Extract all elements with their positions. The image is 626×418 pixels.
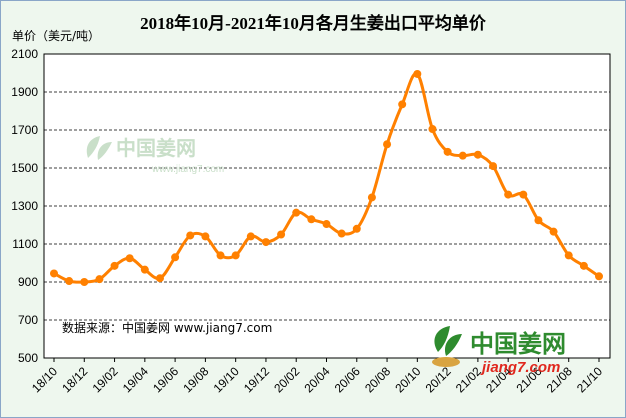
data-point: [307, 215, 316, 224]
watermark-site-name: 中国姜网: [116, 136, 196, 160]
data-point: [246, 232, 255, 241]
y-tick-label: 500: [18, 351, 38, 365]
data-point: [95, 275, 104, 284]
data-point: [216, 251, 225, 260]
data-point: [352, 224, 361, 233]
chart-title: 2018年10月-2021年10月各月生姜出口平均单价: [140, 14, 486, 33]
data-point: [292, 208, 301, 217]
data-point: [125, 254, 134, 263]
data-point: [110, 261, 119, 270]
data-point: [398, 100, 407, 109]
data-point: [65, 277, 74, 286]
logo-root: [432, 357, 460, 367]
x-tick-label: 20/02: [271, 364, 302, 395]
data-point: [155, 274, 164, 283]
site-logo: 中国姜网 jiang7.com: [432, 326, 566, 376]
x-tick-label: 19/02: [90, 364, 121, 395]
data-point: [443, 147, 452, 156]
data-point: [519, 190, 528, 199]
y-tick-label: 1300: [11, 199, 38, 213]
x-tick-label: 20/08: [362, 364, 393, 395]
data-point: [534, 216, 543, 225]
data-point: [322, 220, 331, 229]
logo-leaf: [434, 326, 450, 352]
data-point: [564, 251, 573, 260]
data-point: [367, 193, 376, 202]
x-tick-label: 18/10: [29, 364, 60, 395]
data-point: [80, 278, 89, 286]
x-tick-label: 21/10: [574, 364, 605, 395]
data-point: [489, 162, 498, 171]
source-note: 数据来源：中国姜网 www.jiang7.com: [62, 320, 272, 335]
data-point: [231, 251, 240, 260]
data-point: [201, 232, 210, 241]
logo-site-url: jiang7.com: [480, 359, 560, 376]
y-tick-label: 900: [18, 275, 38, 289]
data-point: [549, 227, 558, 236]
watermark: 中国姜网 www.jiang7.com: [86, 136, 224, 175]
x-tick-label: 20/12: [423, 364, 454, 395]
data-point: [261, 238, 270, 247]
ginger-logo-icon: [432, 326, 462, 367]
x-tick-label: 19/12: [241, 364, 272, 395]
data-point: [428, 125, 437, 134]
watermark-site-url: www.jiang7.com: [151, 164, 224, 175]
data-point: [171, 253, 180, 262]
y-tick-label: 700: [18, 313, 38, 327]
data-point: [186, 231, 195, 240]
y-axis-unit-label: 单价（美元/吨）: [12, 29, 101, 43]
data-point: [458, 151, 467, 160]
data-point: [140, 265, 149, 274]
ginger-leaf-watermark-icon: [86, 136, 112, 160]
leaf-shape: [86, 136, 100, 158]
x-tick-label: 20/06: [332, 364, 363, 395]
x-tick-label: 20/10: [392, 364, 423, 395]
data-point: [277, 230, 286, 239]
data-point: [504, 190, 513, 199]
x-tick-label: 20/04: [301, 364, 332, 395]
y-tick-label: 1900: [11, 85, 38, 99]
x-tick-label: 21/02: [453, 364, 484, 395]
data-point: [337, 229, 346, 238]
x-tick-label: 19/08: [180, 364, 211, 395]
data-point: [595, 272, 603, 281]
data-point: [413, 69, 422, 78]
y-tick-label: 2100: [11, 47, 38, 61]
logo-leaf: [444, 334, 462, 356]
x-tick-label: 19/10: [211, 364, 242, 395]
y-tick-label: 1500: [11, 161, 38, 175]
data-point: [473, 150, 482, 159]
x-tick-label: 19/06: [150, 364, 181, 395]
x-tick-label: 19/04: [120, 364, 151, 395]
data-point: [383, 140, 392, 149]
logo-site-name: 中国姜网: [470, 330, 566, 358]
y-tick-label: 1700: [11, 123, 38, 137]
y-tick-label: 1100: [12, 237, 38, 251]
leaf-shape: [97, 142, 112, 160]
data-points: [50, 69, 603, 286]
y-tick-labels: 500 700 900 1100 1300 1500 1700 1900 2100: [11, 47, 38, 365]
data-point: [50, 269, 58, 278]
x-tick-label: 18/12: [59, 364, 90, 395]
data-point: [579, 261, 588, 270]
